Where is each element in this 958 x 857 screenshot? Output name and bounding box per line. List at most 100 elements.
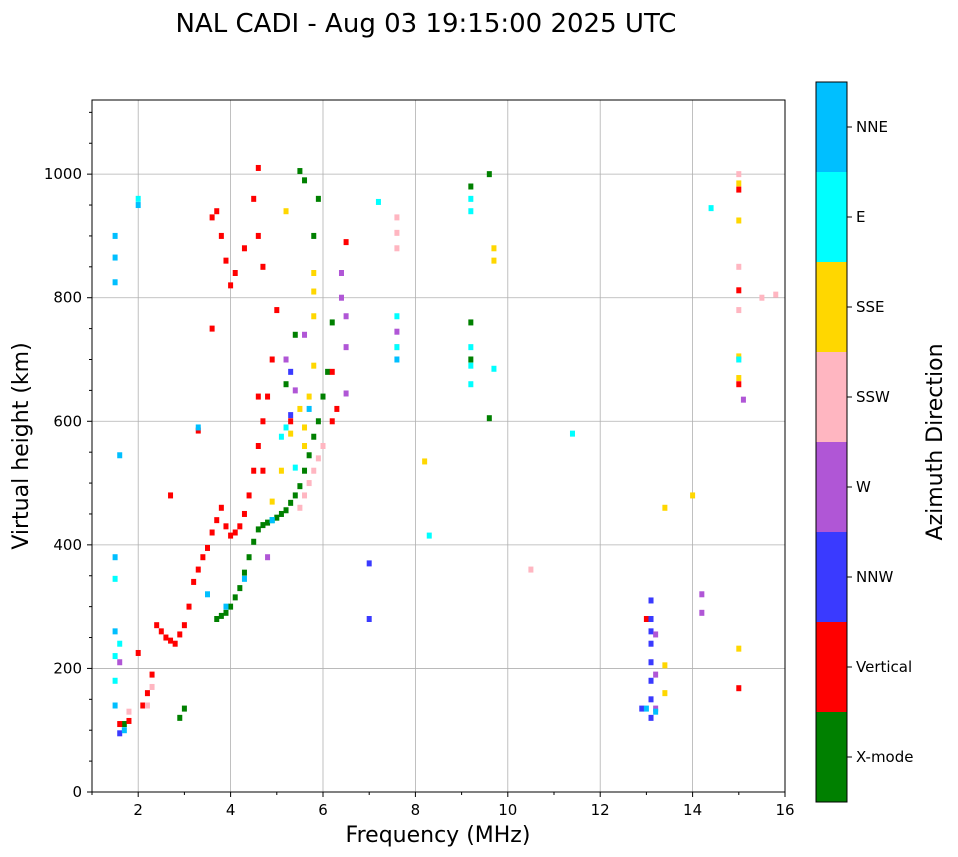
echo-point-sse [736,353,742,360]
echo-point-vertical [117,721,123,728]
echo-point-vertical [149,671,155,678]
echo-point-x-mode [306,452,312,459]
echo-point-vertical [237,523,243,530]
echo-point-nne [112,279,118,286]
echo-point-e [283,424,289,431]
echo-point-nne [135,202,141,209]
echo-point-vertical [251,467,257,474]
x-tick-label: 14 [683,801,702,819]
echo-point-sse [422,458,428,465]
echo-point-x-mode [292,492,298,499]
echo-point-nnw [288,368,294,375]
echo-point-e [426,532,432,539]
echo-point-sse [311,288,317,295]
echo-point-vertical [172,640,178,647]
echo-point-x-mode [486,415,492,422]
echo-point-vertical [232,529,238,536]
echo-point-vertical [163,634,169,641]
echo-point-vertical [140,702,146,709]
echo-point-x-mode [274,514,280,521]
echo-point-sse [306,393,312,400]
echo-point-vertical [246,492,252,499]
echo-point-x-mode [255,526,261,533]
echo-point-e [394,344,400,351]
echo-point-e [394,313,400,320]
echo-point-w [338,270,344,276]
echo-point-nne [112,232,118,239]
echo-point-sse [736,180,742,187]
echo-point-vertical [288,418,294,425]
echo-point-sse [736,375,742,382]
echo-point-x-mode [177,714,183,721]
echo-point-nnw [648,628,654,635]
colorbar-label-ssw: SSW [856,388,890,406]
echo-point-w [740,396,746,403]
echo-point-sse [662,662,668,669]
echo-point-nne [269,517,275,524]
echo-point-vertical [168,492,174,499]
echo-point-vertical [255,443,261,449]
x-axis-label: Frequency (MHz) [346,823,531,848]
echo-point-e [468,362,474,369]
y-tick-label: 400 [53,536,82,554]
echo-point-vertical [195,427,201,434]
echo-point-ssw [394,245,400,252]
echo-point-nnw [648,616,654,622]
colorbar-label-nnw: NNW [856,568,893,586]
echo-point-vertical [255,232,261,239]
grid [92,100,786,793]
echo-point-sse [288,430,294,437]
echo-point-vertical [260,418,266,425]
echo-point-vertical [265,393,271,400]
echo-point-ssw [311,467,317,474]
echo-point-w [343,390,349,397]
echo-point-w [699,591,705,598]
echo-point-nnw [648,677,654,684]
echo-point-e [292,464,298,471]
echo-point-vertical [329,368,335,375]
echo-point-sse [283,208,289,215]
colorbar-label-vertical: Vertical [856,658,912,676]
colorbar-label-w: W [856,478,871,496]
echo-point-x-mode [302,467,308,474]
echo-point-nne [117,452,123,459]
echo-point-nnw [648,640,654,647]
colorbar-frame [815,81,848,803]
echo-point-e [708,205,714,212]
echo-point-e [468,381,474,388]
echo-point-x-mode [218,612,224,619]
echo-point-sse [269,498,275,505]
echo-point-e [278,433,284,440]
echo-point-x-mode [260,522,266,529]
echo-point-e [135,195,141,202]
echo-point-e [375,198,381,205]
echo-point-w [394,328,400,335]
echo-point-x-mode [121,721,127,728]
colorbar-segment [816,262,847,352]
echo-point-vertical [241,510,247,517]
echo-point-w [653,705,659,712]
echo-point-nne [306,405,312,412]
echo-point-ssw [394,214,400,221]
x-tick-label: 6 [318,801,328,819]
x-tick-label: 16 [775,801,794,819]
echo-point-x-mode [486,171,492,178]
echo-point-nnw [648,659,654,666]
echo-point-vertical [736,287,742,294]
echo-point-vertical [255,164,261,171]
y-tick-label: 200 [53,659,82,677]
echo-point-sse [491,245,497,252]
echo-point-x-mode [315,195,321,202]
echo-point-w [338,294,344,301]
x-tick-label: 4 [226,801,236,819]
echo-point-ssw [306,480,312,487]
echo-point-w [653,671,659,678]
echo-point-x-mode [297,168,303,175]
echo-point-ssw [736,307,742,314]
echo-point-vertical [736,381,742,388]
echo-point-w [265,554,271,561]
echo-point-sse [736,645,742,652]
echo-point-w [292,387,298,394]
echo-point-nnw [639,705,645,712]
